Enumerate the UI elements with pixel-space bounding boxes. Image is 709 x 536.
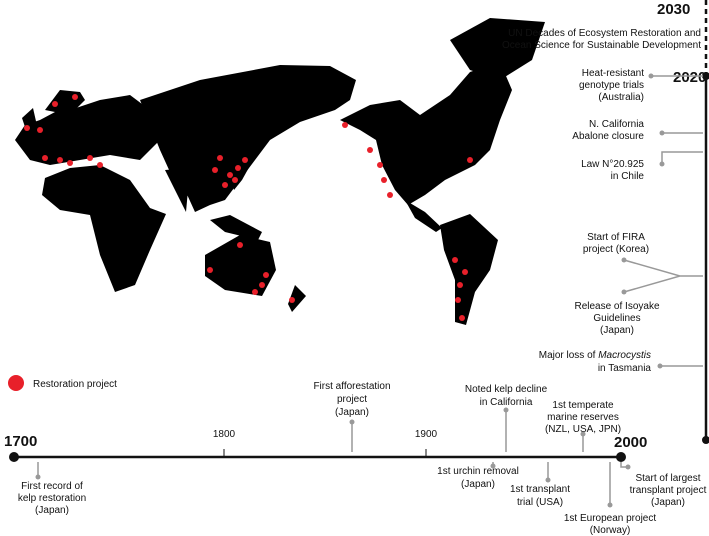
event-label: First record of kelp restoration (Japan) [18,481,86,516]
event-label: UN Decades of Ecosystem Restoration and O… [502,28,701,51]
tick-label: 2020 [673,69,706,86]
event-label: Heat-resistant genotype trials (Australia) [579,68,644,103]
event-label: 1st transplant trial (USA) [510,484,570,508]
event-label: 1st European project (Norway) [564,513,657,536]
event-label: Noted kelp decline in California [465,384,548,408]
event-label: Law N°20.925 in Chile [581,159,644,182]
event-label: 1st urchin removal (Japan) [437,466,519,490]
event-label: N. California Abalone closure [572,119,644,142]
event-label: 1st temperate marine reserves (NZL, USA, J… [545,400,621,435]
world-map [15,18,545,325]
tick-label: 1800 [213,429,236,440]
tick-label: 1900 [415,429,438,440]
event-label: First afforestation project (Japan) [313,381,390,418]
tick-label: 2000 [614,434,647,451]
legend: Restoration project [8,375,117,391]
connectors [35,73,703,508]
tick-label: 1700 [4,433,37,450]
tick-label: 2030 [657,1,690,18]
legend-label: Restoration project [33,379,117,390]
event-label: Major loss of Macrocystis in Tasmania [539,350,652,374]
event-label: Release of Isoyake Guidelines (Japan) [574,301,659,336]
restoration-sites [24,94,473,321]
event-label: Start of FIRA project (Korea) [583,232,649,255]
event-label: Start of largest transplant project (Japan… [630,473,707,508]
